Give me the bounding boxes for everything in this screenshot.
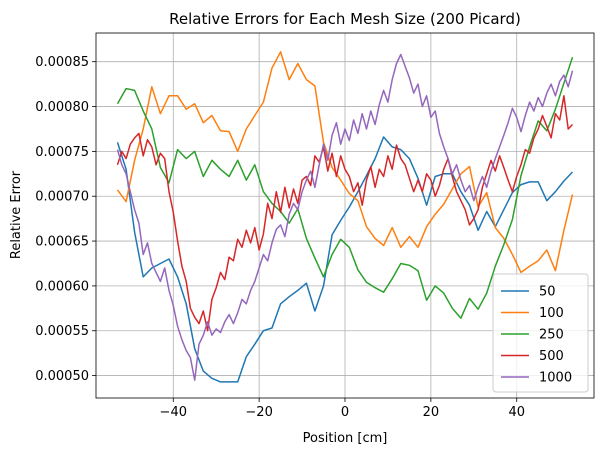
y-tick-label: 0.00065 — [35, 235, 89, 250]
series-line-250 — [116, 56, 574, 319]
legend-box — [492, 273, 589, 393]
legend: 50 100 250 500 1000 — [492, 273, 589, 393]
legend-label-100: 100 — [539, 306, 564, 321]
x-tick-label: 20 — [423, 405, 440, 420]
y-tick-label: 0.00070 — [35, 190, 89, 205]
series-line-50 — [116, 136, 574, 383]
legend-label-1000: 1000 — [539, 371, 572, 386]
x-tick-label: 40 — [508, 405, 525, 420]
series-lines — [116, 51, 574, 383]
y-tick-label: 0.00060 — [35, 279, 89, 294]
y-tick-label: 0.00075 — [35, 145, 89, 160]
x-tick-label: −20 — [245, 405, 272, 420]
x-tick-label: −40 — [160, 405, 187, 420]
legend-label-250: 250 — [539, 328, 564, 343]
legend-label-500: 500 — [539, 349, 564, 364]
chart-title: Relative Errors for Each Mesh Size (200 … — [169, 10, 521, 28]
y-axis-ticks: 0.00050 0.00055 0.00060 0.00065 0.00070 0.000… — [35, 55, 96, 384]
series-line-500 — [116, 95, 574, 332]
x-axis-title: Position [cm] — [303, 431, 388, 446]
series-line-1000 — [116, 53, 574, 381]
y-tick-label: 0.00055 — [35, 324, 89, 339]
y-tick-label: 0.00080 — [35, 100, 89, 115]
series-line-100 — [116, 51, 574, 274]
y-axis-title: Relative Error — [9, 170, 24, 259]
legend-label-50: 50 — [539, 285, 556, 300]
x-tick-label: 0 — [341, 405, 349, 420]
y-tick-label: 0.00050 — [35, 369, 89, 384]
x-axis-ticks: −40 −20 0 20 40 — [160, 398, 525, 420]
y-tick-label: 0.00085 — [35, 55, 89, 70]
